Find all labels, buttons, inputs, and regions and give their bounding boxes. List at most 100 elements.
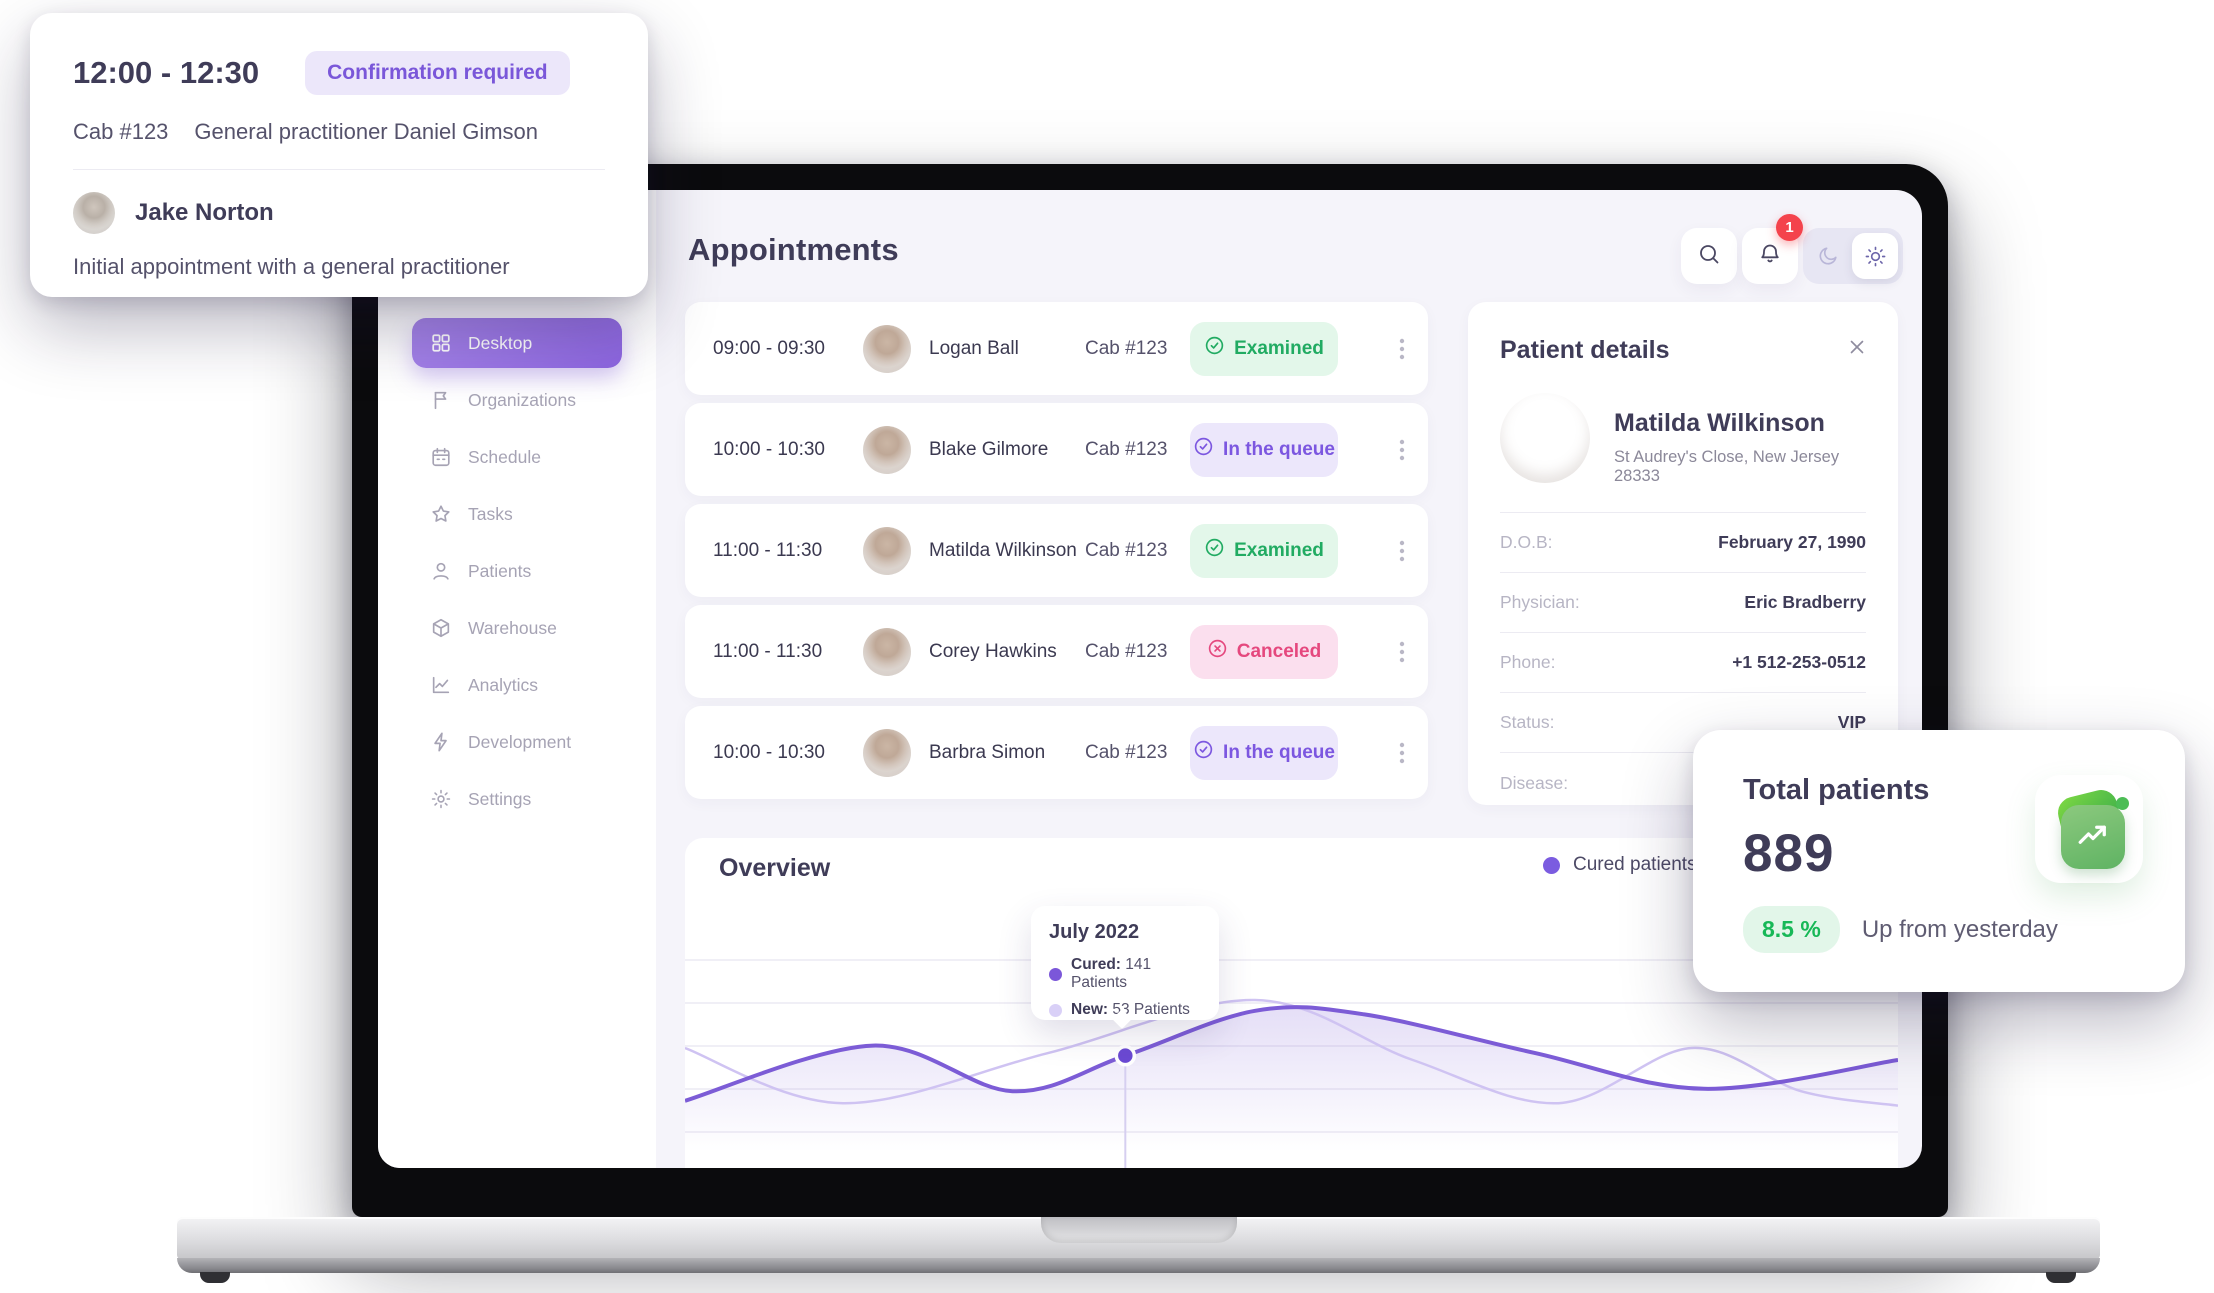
legend-dot (1543, 856, 1560, 874)
field-value: VIP (1837, 712, 1866, 732)
laptop-hinge-notch (1040, 1217, 1237, 1243)
confirmation-badge: Confirmation required (305, 51, 570, 95)
patient-name: Matilda Wilkinson (1614, 409, 1825, 437)
search-button[interactable] (1681, 228, 1737, 284)
sun-icon[interactable] (1852, 233, 1898, 279)
appointment-row[interactable]: 11:00 - 11:30 Corey Hawkins Cab #123 Can… (685, 605, 1428, 698)
laptop-base-edge (177, 1258, 2100, 1273)
sidebar-item-development[interactable]: Development (412, 717, 622, 767)
patient-avatar (863, 728, 911, 777)
sidebar-item-settings[interactable]: Settings (412, 774, 622, 824)
appointment-time: 10:00 - 10:30 (713, 741, 825, 763)
sidebar-item-patients[interactable]: Patients (412, 546, 622, 596)
cab-number: Cab #123 (1085, 640, 1168, 662)
status-badge: Examined (1190, 321, 1338, 376)
practitioner-name: General practitioner Daniel Gimson (194, 119, 539, 144)
flag-icon (430, 389, 452, 411)
theme-toggle[interactable] (1803, 228, 1903, 284)
patient-name: Jake Norton (135, 199, 274, 226)
patient-field-row: D.O.B: February 27, 1990 (1500, 513, 1866, 573)
patient-details-panel: Patient details Matilda Wilkinson St Aud… (1468, 302, 1898, 805)
legend-label: Cured patients (1573, 854, 1697, 875)
patient-field-row: Status: VIP (1500, 693, 1866, 753)
delta-note: Up from yesterday (1861, 915, 2058, 943)
grid-icon (430, 332, 452, 354)
patient-field-row: Physician: Eric Bradberry (1500, 573, 1866, 633)
appointment-time: 11:00 - 11:30 (713, 539, 823, 561)
total-patients-card: Total patients 889 8.5 % Up from yesterd… (1693, 730, 2185, 992)
status-badge: In the queue (1190, 422, 1338, 477)
appointment-row[interactable]: 11:00 - 11:30 Matilda Wilkinson Cab #123… (685, 504, 1428, 597)
user-icon (430, 560, 452, 582)
new-dot (1049, 1003, 1062, 1017)
appointment-time: 10:00 - 10:30 (713, 438, 825, 460)
check-circle-icon (1204, 335, 1225, 362)
stat-value: 889 (1743, 824, 1835, 883)
row-menu-button[interactable] (1389, 531, 1415, 571)
field-label: Disease: (1500, 772, 1569, 793)
patient-avatar (863, 526, 911, 575)
patient-name: Corey Hawkins (929, 640, 1057, 662)
cab-number: Cab #123 (73, 119, 169, 144)
sidebar-item-desktop[interactable]: Desktop (412, 318, 622, 368)
check-circle-icon (1193, 739, 1214, 766)
status-badge: In the queue (1190, 725, 1338, 780)
field-value: +1 512-253-0512 (1732, 652, 1866, 672)
appointment-row[interactable]: 10:00 - 10:30 Barbra Simon Cab #123 In t… (685, 706, 1428, 799)
search-icon (1697, 242, 1721, 271)
star-icon (430, 503, 452, 525)
stat-title: Total patients (1743, 774, 1930, 806)
row-menu-button[interactable] (1389, 733, 1415, 773)
chart-icon (430, 674, 452, 696)
sidebar-item-schedule[interactable]: Schedule (412, 432, 622, 482)
patient-name: Blake Gilmore (929, 438, 1049, 460)
patient-address: St Audrey's Close, New Jersey 28333 (1614, 448, 1840, 485)
row-menu-button[interactable] (1389, 632, 1415, 672)
appointment-row[interactable]: 09:00 - 09:30 Logan Ball Cab #123 Examin… (685, 302, 1428, 395)
panel-title: Patient details (1500, 336, 1670, 364)
moon-icon[interactable] (1803, 245, 1853, 267)
patient-name: Barbra Simon (929, 741, 1046, 763)
patient-avatar (1500, 393, 1590, 483)
field-value: Eric Bradberry (1744, 592, 1866, 612)
field-label: Status: (1500, 712, 1555, 732)
dashboard-screen: Desktop Organizations Schedule Tasks Pat… (378, 190, 1922, 1168)
chart-legend: Cured patients (1543, 854, 1697, 876)
cured-dot (1049, 967, 1062, 981)
check-circle-icon (1193, 436, 1214, 463)
patient-avatar (863, 324, 911, 373)
field-value: February 27, 1990 (1718, 532, 1866, 552)
patient-avatar (73, 192, 115, 234)
row-menu-button[interactable] (1389, 329, 1415, 369)
appointment-time: 09:00 - 09:30 (713, 337, 825, 359)
cube-icon (430, 617, 452, 639)
row-menu-button[interactable] (1389, 430, 1415, 470)
notification-badge: 1 (1776, 214, 1803, 241)
status-dot (2116, 797, 2129, 810)
appointment-note: Initial appointment with a general pract… (73, 254, 510, 279)
lightning-icon (430, 731, 452, 753)
sidebar-item-warehouse[interactable]: Warehouse (412, 603, 622, 653)
sidebar-item-analytics[interactable]: Analytics (412, 660, 622, 710)
appointment-row[interactable]: 10:00 - 10:30 Blake Gilmore Cab #123 In … (685, 403, 1428, 496)
sidebar-item-organizations[interactable]: Organizations (412, 375, 622, 425)
x-circle-icon (1207, 638, 1228, 665)
gear-icon (430, 788, 452, 810)
stat-icon-tile (2035, 775, 2143, 883)
appointments-list: 09:00 - 09:30 Logan Ball Cab #123 Examin… (685, 302, 1428, 807)
tooltip-month: July 2022 (1049, 921, 1140, 943)
chart-title: Overview (719, 854, 831, 882)
status-badge: Examined (1190, 523, 1338, 578)
chart-highlight-point (1114, 1044, 1137, 1067)
laptop-base (177, 1217, 2100, 1259)
sidebar-item-tasks[interactable]: Tasks (412, 489, 622, 539)
patient-avatar (863, 627, 911, 676)
cab-number: Cab #123 (1085, 539, 1168, 561)
patient-avatar (863, 425, 911, 474)
laptop-foot (2046, 1272, 2076, 1283)
patient-fields: D.O.B: February 27, 1990 Physician: Eric… (1500, 513, 1866, 813)
appointment-time: 11:00 - 11:30 (713, 640, 823, 662)
close-icon[interactable] (1842, 332, 1872, 362)
laptop-foot (200, 1272, 230, 1283)
patient-field-row: Phone: +1 512-253-0512 (1500, 633, 1866, 693)
